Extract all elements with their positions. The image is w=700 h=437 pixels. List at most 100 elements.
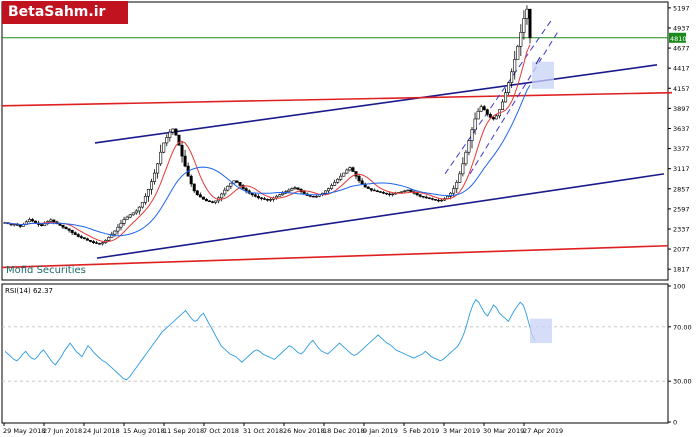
candle-body bbox=[427, 197, 431, 199]
candle-body bbox=[119, 223, 123, 228]
x-tick-label: 27 Jun 2018 bbox=[43, 427, 82, 435]
candle-body bbox=[189, 175, 193, 185]
candle-body bbox=[162, 142, 166, 153]
candle-body bbox=[375, 190, 379, 192]
candle-body bbox=[256, 195, 260, 199]
candle-body bbox=[452, 188, 456, 194]
candle-body bbox=[418, 194, 422, 197]
candle-body bbox=[113, 230, 117, 235]
x-tick-label: 26 Nov 2018 bbox=[283, 427, 325, 435]
candle-body bbox=[146, 189, 150, 197]
price-tick-label: 2597 bbox=[673, 205, 690, 213]
candle-body bbox=[436, 199, 440, 202]
watermark-text: BetaSahm.ir bbox=[8, 4, 106, 20]
candle-body bbox=[528, 8, 532, 39]
candle-body bbox=[79, 236, 83, 238]
candle-body bbox=[269, 199, 273, 201]
candle-body bbox=[101, 242, 105, 245]
candle-body bbox=[27, 219, 31, 223]
moving-averages bbox=[4, 44, 531, 243]
candle-body bbox=[388, 193, 392, 196]
candle-body bbox=[308, 195, 312, 197]
candle-body bbox=[476, 110, 480, 120]
chart-title: Mofid Securities bbox=[6, 265, 86, 276]
candle-body bbox=[342, 172, 346, 177]
candle-body bbox=[253, 194, 257, 197]
candle-body bbox=[140, 202, 144, 208]
price-tick-label: 3897 bbox=[673, 105, 690, 113]
trendline bbox=[1, 91, 673, 107]
candle-body bbox=[275, 195, 279, 199]
candle-body bbox=[311, 195, 315, 198]
candle-body bbox=[369, 188, 373, 191]
candle-body bbox=[333, 182, 337, 186]
candle-body bbox=[516, 45, 520, 60]
candle-body bbox=[421, 195, 425, 198]
arrow-mark bbox=[535, 56, 541, 65]
candle-body bbox=[232, 180, 236, 184]
candle-body bbox=[348, 167, 352, 171]
price-tick-label: 2077 bbox=[673, 246, 690, 254]
rsi-tick-label: 0 bbox=[673, 419, 677, 427]
candle-body bbox=[510, 71, 514, 83]
candle-body bbox=[82, 237, 86, 240]
candle-body bbox=[220, 193, 224, 199]
rsi-tick-label: 100 bbox=[673, 283, 685, 291]
ma-line bbox=[4, 85, 531, 237]
candle-body bbox=[330, 185, 334, 189]
candle-body bbox=[122, 219, 126, 224]
candle-body bbox=[314, 195, 318, 198]
rsi-highlight-box bbox=[530, 318, 552, 344]
candle-body bbox=[168, 131, 172, 138]
candle-body bbox=[433, 199, 437, 201]
candle-body bbox=[153, 172, 157, 182]
candle-body bbox=[381, 192, 385, 194]
candle-body bbox=[226, 185, 230, 191]
candle-body bbox=[165, 137, 169, 144]
rsi-line bbox=[4, 298, 536, 381]
candle-body bbox=[378, 191, 382, 193]
candle-body bbox=[455, 182, 459, 189]
candle-body bbox=[467, 140, 471, 153]
candle-body bbox=[262, 198, 266, 200]
candle-body bbox=[171, 128, 175, 133]
price-tick-label: 3117 bbox=[673, 165, 690, 173]
candle-body bbox=[491, 117, 495, 120]
candle-body bbox=[201, 196, 205, 200]
x-tick-label: 29 May 2018 bbox=[3, 427, 45, 435]
candle-body bbox=[192, 183, 196, 192]
price-tick-label: 5197 bbox=[673, 4, 690, 12]
candle-body bbox=[287, 189, 291, 192]
x-tick-label: 24 Jul 2018 bbox=[83, 427, 120, 435]
candle-body bbox=[345, 169, 349, 174]
candle-body bbox=[485, 109, 489, 115]
candle-body bbox=[259, 197, 263, 199]
candle-body bbox=[415, 192, 419, 196]
highlight-box bbox=[532, 61, 554, 89]
candles bbox=[3, 5, 532, 246]
candle-body bbox=[107, 236, 111, 241]
price-tick-label: 4677 bbox=[673, 45, 690, 53]
candle-body bbox=[424, 196, 428, 199]
candle-body bbox=[406, 189, 410, 192]
price-tick-label: 1817 bbox=[673, 266, 690, 274]
price-tick-label: 2337 bbox=[673, 225, 690, 233]
candle-body bbox=[143, 195, 147, 203]
candle-body bbox=[446, 195, 450, 199]
candle-body bbox=[391, 193, 395, 196]
candle-body bbox=[183, 155, 187, 167]
candle-body bbox=[180, 144, 184, 157]
candle-body bbox=[461, 163, 465, 175]
candle-body bbox=[88, 240, 92, 242]
candle-body bbox=[323, 190, 327, 194]
x-tick-label: 31 Oct 2018 bbox=[243, 427, 283, 435]
rsi-panel-frame bbox=[1, 283, 669, 424]
candle-body bbox=[360, 180, 364, 185]
candle-body bbox=[513, 59, 517, 73]
candle-body bbox=[479, 106, 483, 112]
candle-body bbox=[49, 219, 53, 222]
candle-body bbox=[125, 216, 129, 220]
